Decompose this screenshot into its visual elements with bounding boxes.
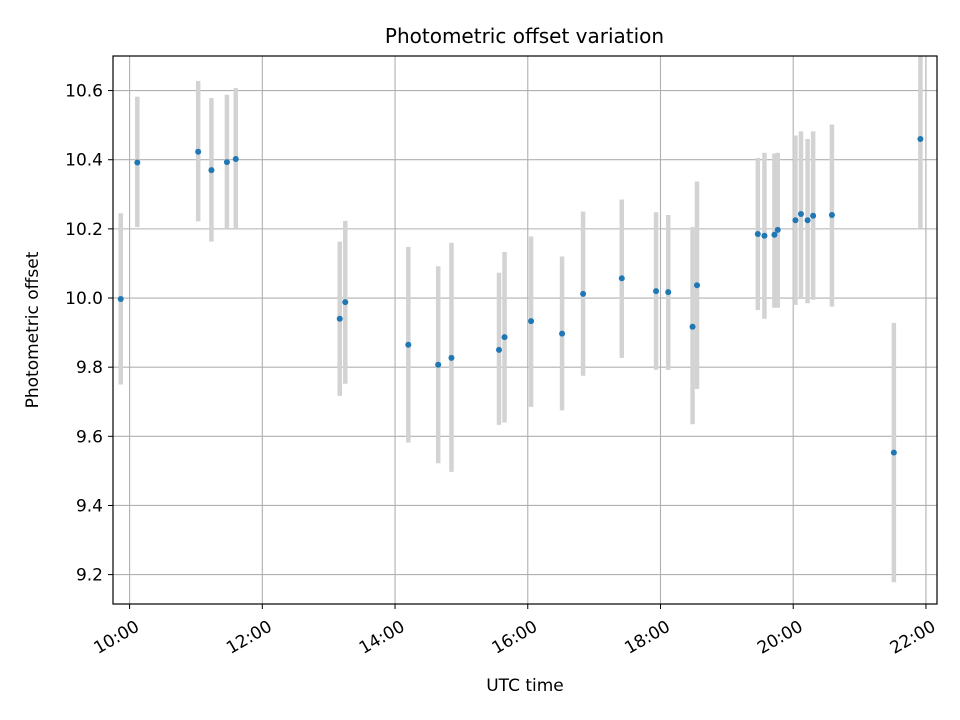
- data-point: [580, 290, 587, 297]
- y-tick-label: 10.4: [65, 151, 103, 171]
- data-point: [448, 354, 455, 361]
- y-tick-label: 9.4: [76, 496, 103, 516]
- data-point: [761, 232, 768, 239]
- data-point: [754, 231, 761, 238]
- data-point: [810, 212, 817, 219]
- y-tick-label: 10.6: [65, 82, 103, 102]
- chart-title: Photometric offset variation: [385, 24, 664, 48]
- data-points: [117, 135, 924, 456]
- data-point: [528, 318, 535, 325]
- data-point: [501, 334, 508, 341]
- y-axis-label: Photometric offset: [23, 251, 43, 408]
- data-point: [797, 211, 804, 218]
- data-point: [828, 212, 835, 219]
- data-point: [771, 231, 778, 238]
- data-point: [435, 361, 442, 368]
- plot-frame: [112, 55, 938, 605]
- data-point: [653, 288, 660, 295]
- data-point: [804, 217, 811, 224]
- data-point: [342, 299, 349, 306]
- data-point: [117, 296, 124, 303]
- data-point: [223, 159, 230, 166]
- data-point: [496, 346, 503, 353]
- data-point: [134, 159, 141, 166]
- data-point: [405, 341, 412, 348]
- y-axis-ticks: 9.2 9.4 9.6 9.8 10.0 10.2 10.4 10.6: [65, 82, 113, 586]
- y-tick-label: 10.2: [65, 220, 103, 240]
- data-point: [890, 449, 897, 456]
- x-axis-label: UTC time: [486, 676, 564, 696]
- y-tick-label: 9.6: [76, 427, 103, 447]
- data-point: [689, 323, 696, 330]
- data-point: [917, 135, 924, 142]
- data-point: [195, 148, 202, 155]
- y-tick-label: 9.2: [76, 566, 103, 586]
- data-point: [618, 275, 625, 282]
- data-point: [792, 217, 799, 224]
- data-point: [559, 330, 566, 337]
- data-point: [232, 156, 239, 163]
- data-point: [665, 289, 672, 296]
- y-tick-label: 9.8: [76, 358, 103, 378]
- data-point: [693, 282, 700, 289]
- data-point: [208, 167, 215, 174]
- y-tick-label: 10.0: [65, 289, 103, 309]
- data-point: [336, 315, 343, 322]
- data-point: [774, 226, 781, 233]
